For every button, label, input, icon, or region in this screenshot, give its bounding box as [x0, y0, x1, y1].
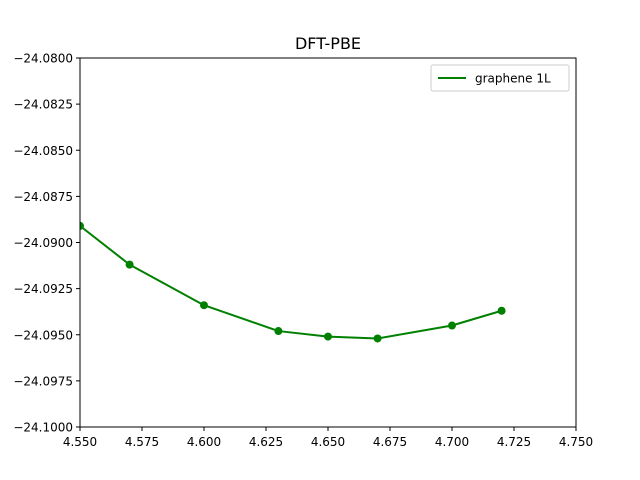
y-tick-label: −24.0925	[13, 282, 73, 296]
legend-box	[430, 64, 570, 92]
data-point	[80, 221, 84, 230]
data-point	[448, 321, 456, 330]
y-tick-label: −24.0950	[13, 328, 73, 342]
y-tick-label: −24.0975	[13, 374, 73, 388]
x-tick-label: 4.675	[373, 435, 407, 449]
y-tick-label: −24.1000	[13, 421, 73, 435]
data-point	[373, 334, 382, 343]
data-point	[125, 260, 134, 269]
y-axis: −24.1000 −24.0975 −24.0950 −24.0925 −24.0900…	[13, 52, 80, 435]
chart-title: DFT-PBE	[295, 34, 361, 53]
series-0	[80, 221, 506, 343]
x-tick-label: 4.650	[311, 435, 345, 449]
y-tick-label: −24.0850	[13, 144, 73, 158]
legend-label: graphene 1L	[475, 72, 551, 86]
x-tick-label: 4.550	[63, 435, 97, 449]
x-tick-label: 4.625	[249, 435, 283, 449]
data-point	[274, 327, 283, 336]
plot-area	[80, 221, 506, 343]
data-point	[497, 306, 506, 315]
axes-frame	[79, 57, 577, 428]
x-tick-label: 4.750	[559, 435, 593, 449]
data-point	[324, 332, 332, 341]
y-tick-label: −24.0900	[13, 236, 73, 250]
y-tick-label: −24.0800	[13, 52, 73, 66]
x-axis: 4.550 4.575 4.600 4.625 4.650 4.675 4.700 4.725…	[63, 427, 593, 449]
x-tick-label: 4.700	[435, 435, 469, 449]
data-point	[200, 301, 208, 310]
x-tick-label: 4.725	[497, 435, 531, 449]
series-line	[80, 225, 502, 340]
legend: graphene 1L	[430, 64, 570, 92]
x-tick-label: 4.575	[125, 435, 159, 449]
y-tick-label: −24.0875	[13, 190, 73, 204]
x-tick-label: 4.600	[187, 435, 221, 449]
y-tick-label: −24.0825	[13, 98, 73, 112]
